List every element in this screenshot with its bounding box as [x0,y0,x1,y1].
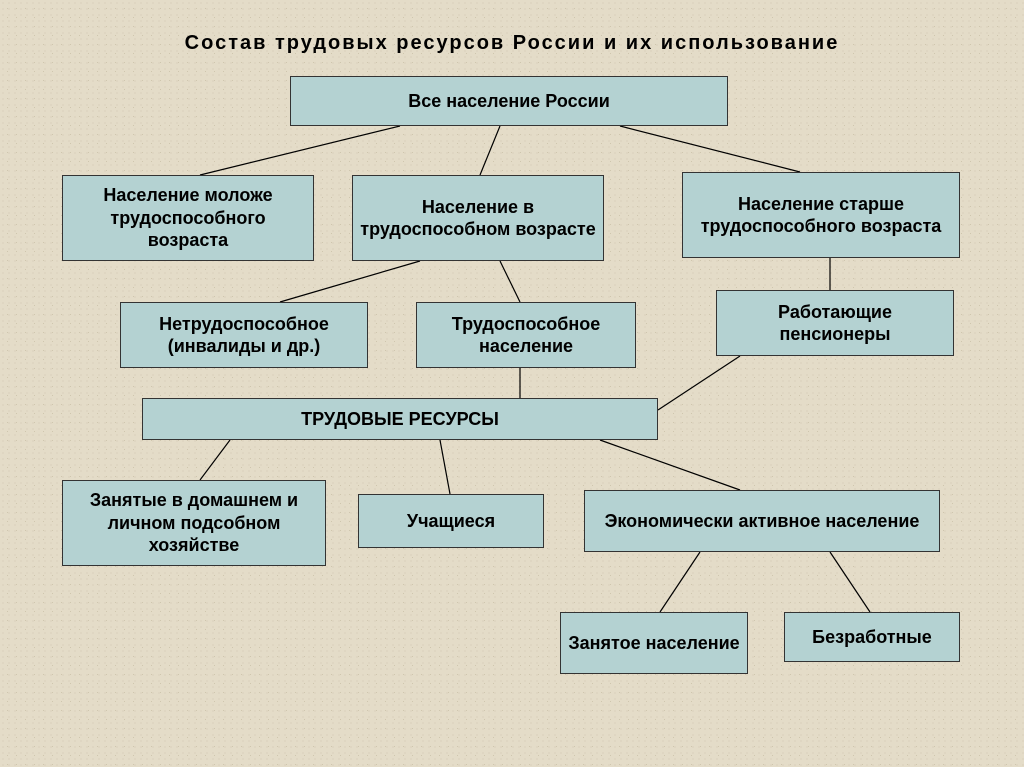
edge-resources-students [440,440,450,494]
node-older: Население старше трудоспособного возраст… [682,172,960,258]
node-students: Учащиеся [358,494,544,548]
node-able: Трудоспособное население [416,302,636,368]
edge-working_age-able [500,261,520,302]
edge-root-working_age [480,126,500,175]
edge-resources-econ_active [600,440,740,490]
edge-root-younger [200,126,400,175]
edge-resources-household [200,440,230,480]
edge-pensioners-resources [658,356,740,410]
edge-econ_active-unemployed [830,552,870,612]
diagram-title: Состав трудовых ресурсов России и их исп… [0,32,1024,55]
node-unemployed: Безработные [784,612,960,662]
node-younger: Население моложе трудоспособного возраст… [62,175,314,261]
node-resources: ТРУДОВЫЕ РЕСУРСЫ [142,398,658,440]
edge-root-older [620,126,800,172]
edge-econ_active-employed [660,552,700,612]
node-employed: Занятое население [560,612,748,674]
node-working_age: Население в трудоспособном возрасте [352,175,604,261]
edge-working_age-disabled [280,261,420,302]
node-disabled: Нетрудоспособное (инвалиды и др.) [120,302,368,368]
node-econ_active: Экономически активное население [584,490,940,552]
node-household: Занятые в домашнем и личном подсобном хо… [62,480,326,566]
node-root: Все население России [290,76,728,126]
node-pensioners: Работающие пенсионеры [716,290,954,356]
diagram-content: Состав трудовых ресурсов России и их исп… [0,0,1024,767]
